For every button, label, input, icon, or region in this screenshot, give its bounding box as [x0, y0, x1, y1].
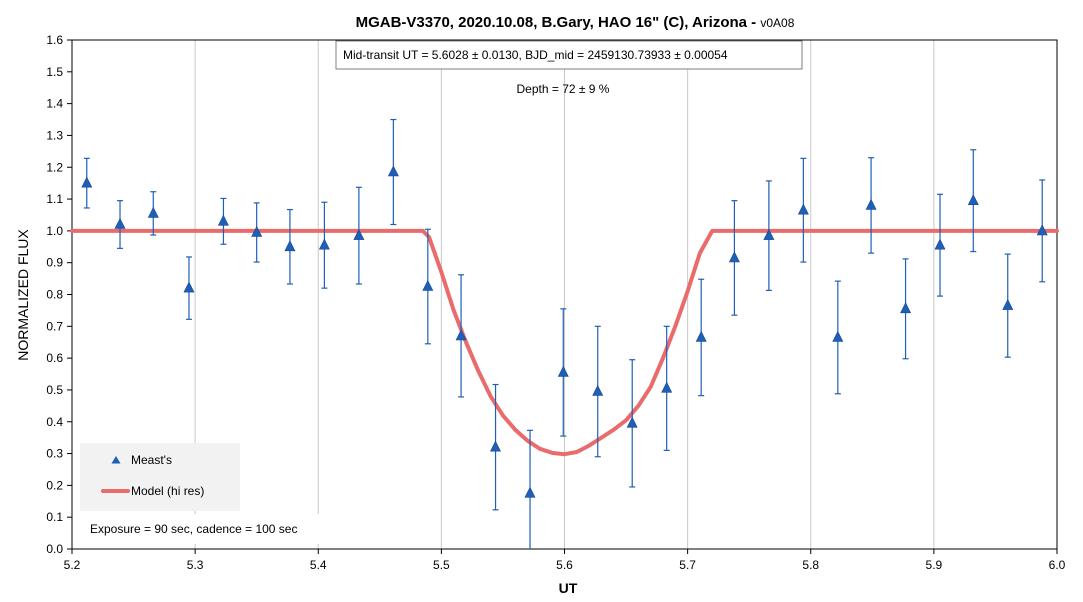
y-tick-label: 0.6 — [46, 351, 63, 365]
data-point — [967, 194, 979, 205]
x-tick-label: 6.0 — [1049, 558, 1066, 572]
y-tick-label: 0.8 — [46, 288, 63, 302]
data-point — [183, 281, 195, 293]
data-point — [626, 416, 638, 428]
transit-annotation-box — [335, 40, 803, 70]
y-tick-label: 0.7 — [46, 319, 63, 333]
x-tick-label: 5.8 — [802, 558, 819, 572]
y-tick-label: 1.6 — [46, 33, 63, 47]
y-tick-label: 1.1 — [46, 192, 63, 206]
x-tick-label: 5.2 — [64, 558, 81, 572]
data-point — [251, 225, 263, 237]
data-point — [934, 238, 946, 250]
x-tick-label: 5.4 — [310, 558, 327, 572]
data-point — [695, 330, 707, 342]
x-tick-label: 5.5 — [433, 558, 450, 572]
x-tick-label: 5.3 — [187, 558, 204, 572]
x-tick-label: 5.9 — [926, 558, 943, 572]
y-tick-label: 0.2 — [46, 478, 63, 492]
data-point — [661, 381, 673, 393]
y-axis-ticks: 0.0 0.1 0.2 0.3 0.4 0.5 0.6 0.7 0.8 0.9 1.0 1.1 1.2 1… — [46, 33, 72, 556]
data-point — [832, 330, 844, 342]
data-point — [1036, 224, 1048, 236]
legend-marker-measurements — [111, 456, 121, 464]
measurement-series — [81, 118, 1048, 549]
exposure-annotation-box — [82, 514, 330, 544]
x-axis-title: UT — [559, 580, 578, 596]
data-point — [1002, 298, 1014, 310]
y-axis-title: NORMALIZED FLUX — [15, 229, 31, 361]
data-point — [524, 486, 536, 498]
y-tick-label: 0.9 — [46, 256, 63, 270]
data-point — [114, 217, 126, 229]
y-tick-label: 1.0 — [46, 224, 63, 238]
data-point — [865, 198, 877, 210]
data-point — [217, 214, 229, 226]
data-point — [387, 165, 399, 177]
y-tick-label: 1.5 — [46, 65, 63, 79]
transit-annotation: Mid-transit UT = 5.6028 ± 0.0130, BJD_mi… — [343, 48, 728, 62]
data-point — [592, 384, 604, 396]
model-series — [70, 228, 1059, 457]
legend-label-measurements: Meast's — [131, 453, 172, 467]
y-tick-label: 1.3 — [46, 128, 63, 142]
data-point — [455, 329, 467, 341]
x-axis-ticks: 5.2 5.3 5.4 5.5 5.6 5.7 5.8 5.9 6.0 — [64, 549, 1066, 572]
data-point — [147, 206, 159, 218]
chart-title-version: v0A08 — [760, 16, 794, 30]
y-tick-label: 1.4 — [46, 97, 63, 111]
data-point — [422, 279, 434, 291]
x-tick-label: 5.6 — [556, 558, 573, 572]
chart-title: MGAB-V3370, 2020.10.08, B.Gary, HAO 16" … — [356, 14, 795, 31]
y-tick-label: 0.0 — [46, 542, 63, 556]
y-tick-label: 0.3 — [46, 447, 63, 461]
data-point — [490, 440, 501, 452]
model-line — [70, 228, 1059, 457]
legend-label-model: Model (hi res) — [131, 484, 204, 498]
data-point — [81, 176, 93, 188]
y-tick-label: 0.5 — [46, 383, 63, 397]
grid-lines — [194, 40, 935, 549]
data-point — [318, 238, 330, 250]
depth-annotation: Depth = 72 ± 9 % — [517, 82, 610, 96]
data-point — [797, 203, 809, 215]
x-tick-label: 5.7 — [679, 558, 696, 572]
data-point — [353, 228, 365, 240]
y-tick-label: 1.2 — [46, 160, 63, 174]
legend-box — [80, 443, 240, 511]
y-tick-label: 0.1 — [46, 510, 63, 524]
exposure-annotation: Exposure = 90 sec, cadence = 100 sec — [90, 522, 297, 536]
data-point — [284, 240, 296, 252]
data-point — [728, 251, 740, 263]
data-point — [900, 302, 912, 314]
y-tick-label: 0.4 — [46, 415, 63, 429]
data-point — [763, 228, 775, 240]
data-point — [557, 365, 569, 377]
